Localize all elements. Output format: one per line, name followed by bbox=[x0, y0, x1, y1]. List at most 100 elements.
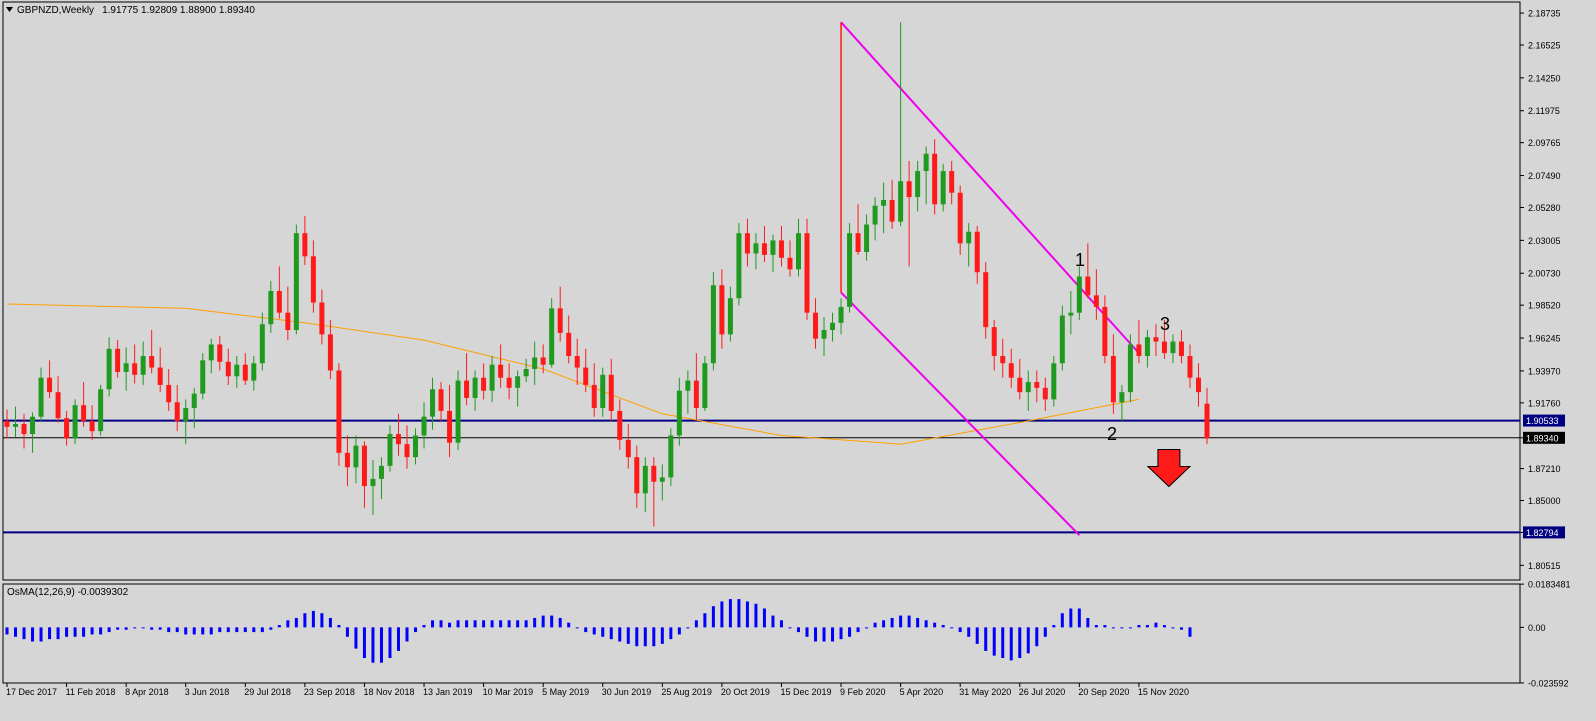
candle bbox=[804, 218, 810, 320]
osma-bar bbox=[1001, 627, 1005, 659]
candle bbox=[1076, 266, 1082, 320]
candle bbox=[464, 353, 470, 406]
osma-bar bbox=[150, 627, 154, 630]
candle-body bbox=[106, 348, 112, 390]
osma-bar bbox=[405, 627, 409, 642]
osma-bar bbox=[226, 627, 230, 633]
candle bbox=[55, 376, 61, 423]
candle-body bbox=[234, 364, 240, 377]
osma-bar bbox=[1043, 627, 1047, 637]
candle bbox=[30, 412, 36, 453]
candle bbox=[668, 428, 674, 487]
osma-bar bbox=[116, 627, 120, 630]
candle bbox=[1178, 330, 1184, 364]
x-tick-label: 5 Apr 2020 bbox=[900, 687, 944, 697]
osma-bar bbox=[967, 627, 971, 637]
y-tick-label: 1.80515 bbox=[1528, 561, 1561, 571]
osma-bar bbox=[1103, 625, 1107, 628]
candle-body bbox=[1085, 276, 1091, 296]
candle-body bbox=[217, 344, 223, 362]
candle-body bbox=[1170, 341, 1176, 354]
osma-bar bbox=[550, 615, 554, 628]
price-layer bbox=[3, 21, 1520, 536]
x-tick-label: 17 Dec 2017 bbox=[6, 687, 57, 697]
osma-bar bbox=[848, 627, 852, 637]
candle bbox=[600, 367, 606, 417]
candle-body bbox=[1025, 382, 1031, 393]
candle-body bbox=[200, 360, 206, 394]
channel-lower-line bbox=[840, 291, 1081, 536]
osma-bar bbox=[677, 627, 681, 635]
osma-bar bbox=[56, 627, 60, 640]
candle-body bbox=[957, 192, 963, 244]
candle bbox=[208, 338, 214, 374]
price-tag-box bbox=[1523, 414, 1565, 427]
osma-bar bbox=[882, 620, 886, 628]
candle-body bbox=[319, 302, 325, 335]
candle bbox=[225, 348, 231, 385]
candle bbox=[430, 377, 436, 430]
osma-bar bbox=[294, 617, 298, 628]
x-tick-label: 11 Feb 2018 bbox=[66, 687, 116, 697]
candle bbox=[574, 338, 580, 385]
candle-body bbox=[685, 380, 691, 391]
candle-body bbox=[72, 405, 78, 439]
osma-bar bbox=[1188, 627, 1192, 637]
candle bbox=[1153, 324, 1159, 357]
osma-bar bbox=[975, 627, 979, 644]
candle-body bbox=[13, 423, 19, 427]
osma-bar bbox=[260, 627, 264, 633]
osma-bar bbox=[209, 627, 213, 635]
candle bbox=[472, 370, 478, 411]
osma-bar bbox=[1035, 627, 1039, 647]
candle bbox=[983, 262, 989, 339]
candle-body bbox=[804, 233, 810, 313]
osma-bar bbox=[686, 627, 690, 629]
osma-bar bbox=[1162, 625, 1166, 628]
osma-bar bbox=[482, 620, 486, 628]
osma-bar bbox=[39, 627, 43, 642]
candle-body bbox=[778, 240, 784, 258]
candle-body bbox=[566, 332, 572, 357]
candle bbox=[966, 223, 972, 267]
osma-bar bbox=[141, 627, 145, 629]
osma-bar bbox=[516, 620, 520, 628]
candle bbox=[115, 340, 121, 378]
osma-bar bbox=[720, 601, 724, 628]
candle-body bbox=[464, 380, 470, 398]
candle-body bbox=[583, 367, 589, 385]
candle-body bbox=[847, 233, 853, 307]
candle-body bbox=[1008, 363, 1014, 378]
osma-bar bbox=[303, 613, 307, 628]
candle-body bbox=[259, 324, 265, 364]
candle-body bbox=[744, 233, 750, 254]
candle-body bbox=[489, 364, 495, 391]
candle bbox=[915, 160, 921, 212]
osma-bar bbox=[728, 599, 732, 628]
candle bbox=[1085, 243, 1091, 299]
y-tick-label: 1.96245 bbox=[1528, 334, 1561, 344]
candle-body bbox=[327, 334, 333, 371]
candle-body bbox=[642, 465, 648, 494]
osma-bar bbox=[1009, 627, 1013, 661]
candle-body bbox=[498, 364, 504, 378]
candle bbox=[438, 382, 444, 422]
osma-bar bbox=[65, 627, 69, 637]
candle bbox=[710, 272, 716, 371]
candle bbox=[1110, 334, 1116, 414]
collapse-triangle-icon[interactable] bbox=[6, 7, 13, 12]
candle bbox=[659, 464, 665, 501]
osma-bar bbox=[465, 620, 469, 628]
x-tick-label: 30 Jun 2019 bbox=[602, 687, 652, 697]
y-tick-label: 2.18735 bbox=[1528, 9, 1561, 19]
candle bbox=[515, 370, 521, 407]
osma-bar bbox=[567, 622, 571, 628]
candle bbox=[932, 139, 938, 215]
candle bbox=[387, 425, 393, 472]
candle-body bbox=[293, 233, 299, 331]
candle-body bbox=[966, 231, 972, 244]
y-tick-label: 2.00730 bbox=[1528, 269, 1561, 279]
osma-bar bbox=[1137, 625, 1141, 628]
candle-body bbox=[557, 308, 563, 333]
